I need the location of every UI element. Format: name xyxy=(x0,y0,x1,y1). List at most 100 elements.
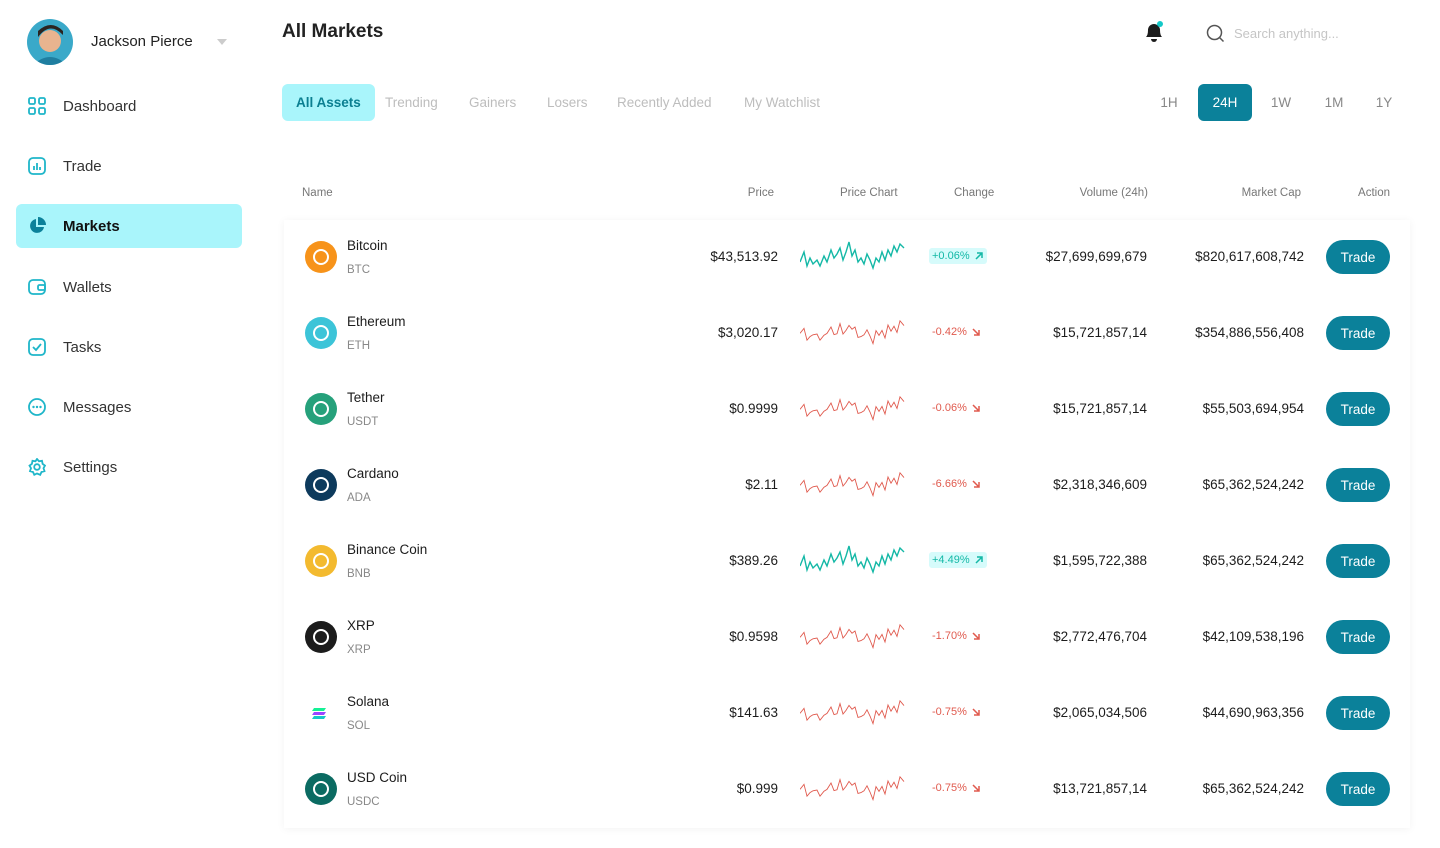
filter-tab[interactable]: Trending xyxy=(385,95,438,110)
sparkline xyxy=(800,623,905,650)
coin-icon-mark xyxy=(313,249,329,265)
user-name[interactable]: Jackson Pierce xyxy=(91,33,193,50)
coin-symbol: USDT xyxy=(347,416,379,428)
coin-icon xyxy=(305,773,337,805)
change-value: -6.66% xyxy=(932,478,967,490)
column-header: Market Cap xyxy=(1241,187,1301,199)
coin-icon-bg xyxy=(305,773,337,805)
change-arrow xyxy=(972,480,980,488)
avatar[interactable] xyxy=(27,19,73,65)
volume: $2,318,346,609 xyxy=(1053,477,1147,492)
coin-symbol: USDC xyxy=(347,796,380,808)
coin-icon-bg xyxy=(305,545,337,577)
price: $3,020.17 xyxy=(717,325,778,340)
market-cap: $820,617,608,742 xyxy=(1195,249,1304,264)
time-range[interactable]: 1M xyxy=(1324,95,1344,110)
coin-icon-mark xyxy=(312,708,326,711)
coin-icon xyxy=(305,317,337,349)
time-range[interactable]: 1Y xyxy=(1375,95,1393,110)
sparkline-line xyxy=(800,699,905,726)
sparkline xyxy=(800,775,905,802)
arrow-path xyxy=(972,632,980,640)
icon xyxy=(28,157,46,175)
volume: $1,595,722,388 xyxy=(1053,553,1147,568)
nav-item[interactable]: Dashboard xyxy=(16,84,242,128)
search-box[interactable]: Search anything... xyxy=(1206,22,1406,44)
change: -1.70% xyxy=(929,628,984,644)
sparkline xyxy=(800,241,905,271)
dropdown-caret[interactable] xyxy=(216,38,228,46)
nav-item[interactable]: Markets xyxy=(16,204,242,248)
filter-tab[interactable]: Gainers xyxy=(469,95,517,110)
trade-button[interactable]: Trade xyxy=(1326,696,1390,730)
coin-icon xyxy=(305,393,337,425)
change-arrow xyxy=(975,252,983,260)
trade-button[interactable]: Trade xyxy=(1326,468,1390,502)
volume: $2,772,476,704 xyxy=(1053,629,1147,644)
coin-icon-mark xyxy=(312,712,326,715)
trade-button[interactable]: Trade xyxy=(1326,544,1390,578)
market-cap: $44,690,963,356 xyxy=(1202,705,1304,720)
nav-item[interactable]: Tasks xyxy=(16,325,242,369)
notification-bell[interactable] xyxy=(1143,20,1165,44)
coin-name: Binance Coin xyxy=(347,542,428,557)
arrow-path xyxy=(972,328,980,336)
filter-tab[interactable]: Losers xyxy=(547,95,588,110)
filter-tab[interactable]: All Assets xyxy=(282,84,375,121)
sidebar: Jackson Pierce Dashboard Trade Markets W… xyxy=(0,0,256,848)
change-arrow xyxy=(972,708,980,716)
nav-item[interactable]: Settings xyxy=(16,445,242,489)
sparkline-line xyxy=(800,545,905,575)
sparkline-line xyxy=(800,775,905,802)
change: +4.49% xyxy=(929,552,987,568)
arrow-path xyxy=(972,404,980,412)
column-header: Volume (24h) xyxy=(1079,187,1148,199)
sparkline xyxy=(800,699,905,726)
nav-label: Tasks xyxy=(63,338,102,356)
icon xyxy=(28,338,46,356)
coin-icon xyxy=(305,241,337,273)
coin-icon-mark xyxy=(313,401,329,417)
trade-button[interactable]: Trade xyxy=(1326,240,1390,274)
time-range[interactable]: 24H xyxy=(1198,84,1252,121)
arrow-path xyxy=(975,556,983,564)
market-cap: $55,503,694,954 xyxy=(1202,401,1304,416)
coin-icon-mark xyxy=(313,325,329,341)
filter-tab[interactable]: My Watchlist xyxy=(744,95,821,110)
trade-button[interactable]: Trade xyxy=(1326,316,1390,350)
sparkline-line xyxy=(800,623,905,650)
coin-icon-mark xyxy=(313,477,329,493)
trade-button[interactable]: Trade xyxy=(1326,392,1390,426)
nav-item[interactable]: Wallets xyxy=(16,265,242,309)
market-cap: $65,362,524,242 xyxy=(1202,477,1304,492)
time-range[interactable]: 1H xyxy=(1160,95,1178,110)
nav-item[interactable]: Messages xyxy=(16,385,242,429)
price: $0.9598 xyxy=(729,629,778,644)
price: $43,513.92 xyxy=(710,249,778,264)
icon xyxy=(30,217,46,233)
price: $389.26 xyxy=(729,553,778,568)
nav-label: Trade xyxy=(63,157,102,175)
change-value: -0.75% xyxy=(932,706,967,718)
page-title: All Markets xyxy=(282,21,384,42)
trade-button[interactable]: Trade xyxy=(1326,620,1390,654)
price: $2.11 xyxy=(745,477,778,492)
market-cap: $65,362,524,242 xyxy=(1202,553,1304,568)
column-header: Action xyxy=(1358,187,1390,199)
volume: $27,699,699,679 xyxy=(1045,249,1147,264)
filter-tab[interactable]: Recently Added xyxy=(617,95,712,110)
change: +0.06% xyxy=(929,248,987,264)
coin-icon-bg xyxy=(305,393,337,425)
change-arrow xyxy=(975,556,983,564)
coin-symbol: SOL xyxy=(347,720,371,732)
coin-symbol: BTC xyxy=(347,264,370,276)
search-icon xyxy=(1206,24,1225,42)
time-range[interactable]: 1W xyxy=(1270,95,1292,110)
nav-item[interactable]: Trade xyxy=(16,144,242,188)
coin-name: Tether xyxy=(347,390,385,405)
change-arrow xyxy=(972,328,980,336)
coin-name: Cardano xyxy=(347,466,399,481)
coin-icon xyxy=(305,469,337,501)
sparkline-line xyxy=(800,319,905,346)
trade-button[interactable]: Trade xyxy=(1326,772,1390,806)
